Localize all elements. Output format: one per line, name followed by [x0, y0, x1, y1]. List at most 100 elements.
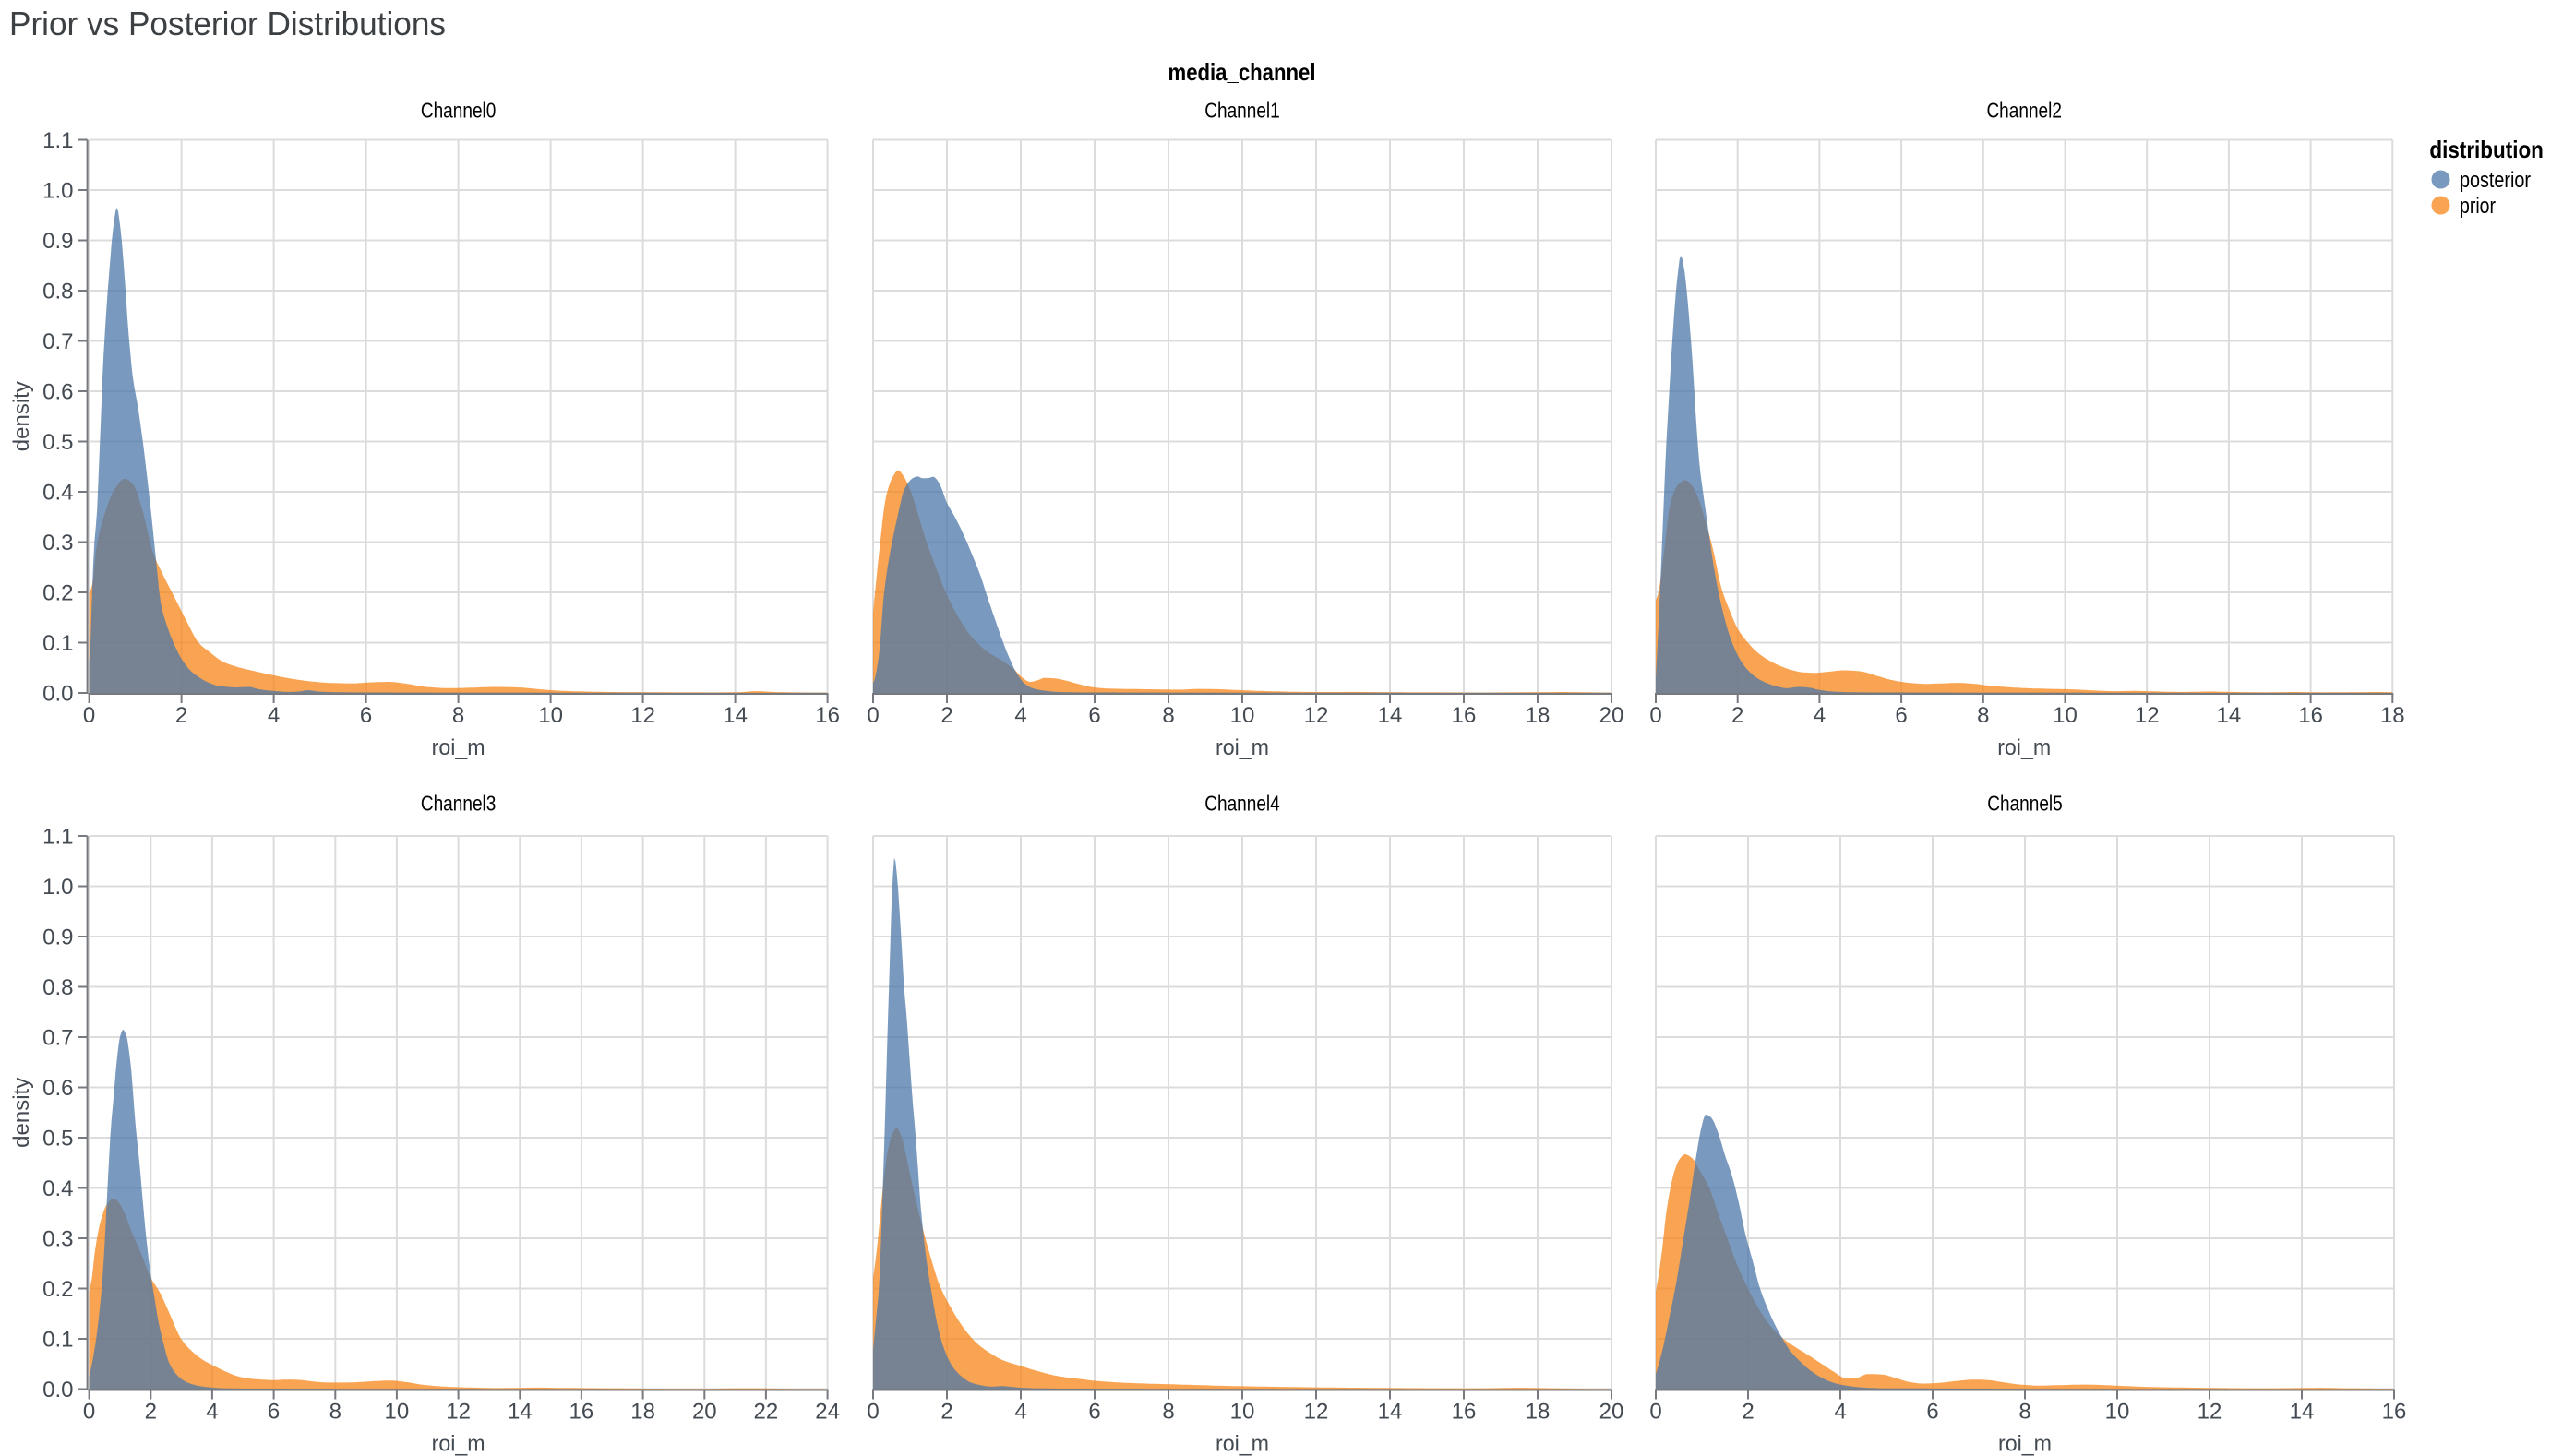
svg-text:4: 4: [1834, 1400, 1846, 1425]
svg-text:prior: prior: [2460, 194, 2496, 219]
svg-text:Channel1: Channel1: [1204, 99, 1280, 123]
svg-text:4: 4: [206, 1400, 218, 1425]
svg-text:Channel4: Channel4: [1204, 792, 1280, 816]
svg-text:0.1: 0.1: [42, 631, 73, 656]
svg-text:0.5: 0.5: [42, 1127, 73, 1152]
svg-text:media_channel: media_channel: [1168, 58, 1316, 86]
svg-text:0: 0: [1649, 1400, 1661, 1425]
svg-text:distribution: distribution: [2429, 136, 2544, 163]
svg-text:8: 8: [329, 1400, 341, 1425]
svg-text:10: 10: [1230, 703, 1255, 728]
svg-text:0.2: 0.2: [42, 1277, 73, 1302]
svg-text:Channel2: Channel2: [1986, 99, 2062, 123]
svg-text:12: 12: [1304, 1400, 1329, 1425]
svg-text:0.2: 0.2: [42, 581, 73, 606]
svg-text:14: 14: [508, 1400, 533, 1425]
svg-text:14: 14: [2290, 1400, 2315, 1425]
svg-text:Channel5: Channel5: [1987, 792, 2063, 816]
svg-text:8: 8: [452, 703, 464, 728]
svg-text:2: 2: [940, 1400, 952, 1425]
svg-text:10: 10: [385, 1400, 410, 1425]
svg-text:2: 2: [145, 1400, 157, 1425]
svg-text:roi_m: roi_m: [1216, 1432, 1269, 1456]
svg-text:10: 10: [1230, 1400, 1255, 1425]
svg-text:0.3: 0.3: [42, 1227, 73, 1252]
svg-text:0.7: 0.7: [42, 1026, 73, 1051]
svg-text:10: 10: [538, 703, 563, 728]
svg-text:8: 8: [2018, 1400, 2030, 1425]
svg-text:0: 0: [867, 1400, 879, 1425]
svg-text:12: 12: [2135, 703, 2160, 728]
svg-text:16: 16: [2382, 1400, 2407, 1425]
svg-text:12: 12: [630, 703, 655, 728]
svg-text:4: 4: [1014, 1400, 1026, 1425]
svg-text:6: 6: [1088, 1400, 1100, 1425]
svg-text:10: 10: [2105, 1400, 2130, 1425]
svg-text:4: 4: [268, 703, 280, 728]
svg-text:2: 2: [1731, 703, 1743, 728]
svg-text:6: 6: [268, 1400, 280, 1425]
svg-text:1.1: 1.1: [42, 825, 73, 850]
svg-text:18: 18: [1526, 703, 1551, 728]
svg-text:0: 0: [83, 1400, 95, 1425]
svg-text:20: 20: [692, 1400, 717, 1425]
svg-text:density: density: [9, 1078, 34, 1148]
svg-text:8: 8: [1162, 703, 1174, 728]
svg-text:0.0: 0.0: [42, 682, 73, 707]
svg-text:1.0: 1.0: [42, 179, 73, 204]
svg-text:2: 2: [940, 703, 952, 728]
svg-text:14: 14: [723, 703, 748, 728]
svg-text:2: 2: [175, 703, 187, 728]
svg-text:14: 14: [2217, 703, 2242, 728]
svg-text:1.1: 1.1: [42, 128, 73, 153]
svg-text:18: 18: [630, 1400, 655, 1425]
svg-text:0.3: 0.3: [42, 531, 73, 555]
svg-text:6: 6: [1895, 703, 1907, 728]
svg-text:16: 16: [2298, 703, 2323, 728]
svg-text:18: 18: [2380, 703, 2405, 728]
svg-text:16: 16: [1452, 1400, 1477, 1425]
svg-text:density: density: [9, 381, 34, 451]
svg-text:8: 8: [1162, 1400, 1174, 1425]
svg-text:16: 16: [815, 703, 840, 728]
svg-text:0.6: 0.6: [42, 380, 73, 405]
svg-text:0.4: 0.4: [42, 1176, 73, 1201]
svg-text:Channel3: Channel3: [421, 792, 497, 816]
svg-text:roi_m: roi_m: [1216, 735, 1269, 760]
svg-text:4: 4: [1814, 703, 1826, 728]
svg-text:6: 6: [360, 703, 372, 728]
svg-text:0.8: 0.8: [42, 975, 73, 1000]
svg-text:12: 12: [1304, 703, 1329, 728]
svg-text:0.7: 0.7: [42, 329, 73, 354]
svg-text:0: 0: [1649, 703, 1661, 728]
svg-text:Prior vs Posterior Distributio: Prior vs Posterior Distributions: [9, 5, 446, 42]
svg-text:6: 6: [1926, 1400, 1938, 1425]
svg-text:20: 20: [1599, 703, 1624, 728]
svg-text:8: 8: [1977, 703, 1989, 728]
svg-text:0.8: 0.8: [42, 280, 73, 304]
svg-text:16: 16: [569, 1400, 594, 1425]
svg-text:20: 20: [1599, 1400, 1624, 1425]
svg-text:0.6: 0.6: [42, 1076, 73, 1101]
svg-text:14: 14: [1378, 1400, 1403, 1425]
svg-text:0.9: 0.9: [42, 925, 73, 950]
svg-text:14: 14: [1378, 703, 1403, 728]
svg-text:roi_m: roi_m: [1998, 1432, 2052, 1456]
svg-text:roi_m: roi_m: [432, 1432, 485, 1456]
svg-text:22: 22: [754, 1400, 779, 1425]
svg-text:12: 12: [2198, 1400, 2222, 1425]
svg-text:0.9: 0.9: [42, 229, 73, 254]
svg-text:16: 16: [1452, 703, 1477, 728]
svg-text:10: 10: [2053, 703, 2078, 728]
svg-text:6: 6: [1088, 703, 1100, 728]
svg-text:0: 0: [867, 703, 879, 728]
svg-text:0.5: 0.5: [42, 430, 73, 455]
svg-text:0: 0: [83, 703, 95, 728]
svg-text:18: 18: [1526, 1400, 1551, 1425]
svg-text:2: 2: [1742, 1400, 1754, 1425]
svg-text:roi_m: roi_m: [432, 735, 485, 760]
svg-text:Channel0: Channel0: [421, 99, 497, 123]
svg-text:roi_m: roi_m: [1997, 735, 2051, 760]
svg-text:posterior: posterior: [2460, 168, 2531, 193]
svg-text:0.4: 0.4: [42, 481, 73, 506]
